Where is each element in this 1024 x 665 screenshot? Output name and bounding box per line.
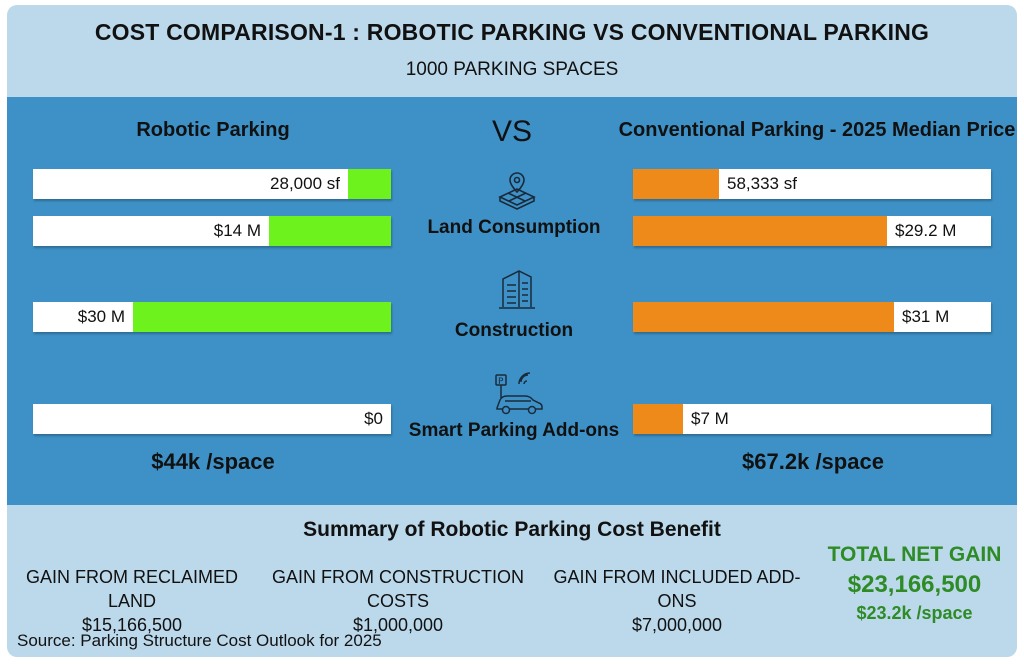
gain-land: GAIN FROM RECLAIMED LAND $15,166,500 xyxy=(17,565,247,637)
robotic-value-label-addons-cost: $0 xyxy=(364,409,383,428)
total-net-gain-label: TOTAL NET GAIN xyxy=(827,543,1002,566)
category-label-land: Land Consumption xyxy=(427,217,601,238)
gain-construction: GAIN FROM CONSTRUCTION COSTS $1,000,000 xyxy=(269,565,527,637)
conventional-value-label-land-cost: $29.2 M xyxy=(895,221,957,240)
comparison-panel: Robotic Parking VS Conventional Parking … xyxy=(7,97,1017,505)
conventional-bar-land-cost: $29.2 M xyxy=(633,216,991,246)
gain-construction-value: $1,000,000 xyxy=(352,615,444,635)
conventional-bar-construction-cost: $31 M xyxy=(633,302,991,332)
conventional-fill-addons-cost xyxy=(633,404,683,434)
category-label-addons: Smart Parking Add-ons xyxy=(408,420,620,441)
robotic-fill-construction-cost xyxy=(133,302,391,332)
robotic-bar-construction-cost: $30 M xyxy=(33,302,391,332)
conventional-fill-construction-cost xyxy=(633,302,894,332)
gain-addons-value: $7,000,000 xyxy=(631,615,723,635)
conventional-fill-land-area xyxy=(633,169,719,199)
robotic-bar-land-area: 28,000 sf xyxy=(33,169,391,199)
building-icon xyxy=(497,267,537,316)
map-pin-grid-icon xyxy=(496,169,538,216)
robotic-bar-addons-cost: $0 xyxy=(33,404,391,434)
gain-addons: GAIN FROM INCLUDED ADD-ONS $7,000,000 xyxy=(552,565,802,637)
robotic-bar-land-cost: $14 M xyxy=(33,216,391,246)
robotic-value-label-construction-cost: $30 M xyxy=(77,307,125,326)
conventional-value-label-construction-cost: $31 M xyxy=(902,307,950,326)
chart-subtitle: 1000 PARKING SPACES xyxy=(405,59,619,80)
smart-car-icon: P xyxy=(491,372,545,421)
summary-title: Summary of Robotic Parking Cost Benefit xyxy=(303,518,721,541)
robotic-heading: Robotic Parking xyxy=(136,119,290,141)
header: COST COMPARISON-1 : ROBOTIC PARKING VS C… xyxy=(7,5,1017,97)
conventional-value-label-addons-cost: $7 M xyxy=(691,409,729,428)
gain-land-label: GAIN FROM RECLAIMED LAND xyxy=(25,567,239,611)
total-net-gain-value: $23,166,500 xyxy=(847,571,982,598)
infographic-frame: COST COMPARISON-1 : ROBOTIC PARKING VS C… xyxy=(7,5,1017,657)
robotic-fill-land-area xyxy=(348,169,391,199)
gain-land-value: $15,166,500 xyxy=(81,615,183,635)
robotic-per-space: $44k /space xyxy=(151,449,275,474)
source-note: Source: Parking Structure Cost Outlook f… xyxy=(17,631,382,650)
chart-title: COST COMPARISON-1 : ROBOTIC PARKING VS C… xyxy=(94,19,930,45)
vs-label: VS xyxy=(491,115,533,148)
conventional-fill-land-cost xyxy=(633,216,887,246)
gain-construction-label: GAIN FROM CONSTRUCTION COSTS xyxy=(272,567,524,611)
total-net-gain-per-space: $23.2k /space xyxy=(856,603,973,623)
robotic-fill-land-cost xyxy=(269,216,391,246)
gain-addons-label: GAIN FROM INCLUDED ADD-ONS xyxy=(553,567,801,611)
conventional-bar-land-area: 58,333 sf xyxy=(633,169,991,199)
conventional-heading: Conventional Parking - 2025 Median Price xyxy=(618,119,1016,141)
conventional-bar-addons-cost: $7 M xyxy=(633,404,991,434)
svg-text:P: P xyxy=(498,377,504,387)
conventional-value-label-land-area: 58,333 sf xyxy=(727,174,797,193)
conventional-per-space: $67.2k /space xyxy=(742,449,884,474)
robotic-value-label-land-area: 28,000 sf xyxy=(270,174,340,193)
robotic-value-label-land-cost: $14 M xyxy=(213,221,261,240)
category-label-construction: Construction xyxy=(454,320,574,341)
